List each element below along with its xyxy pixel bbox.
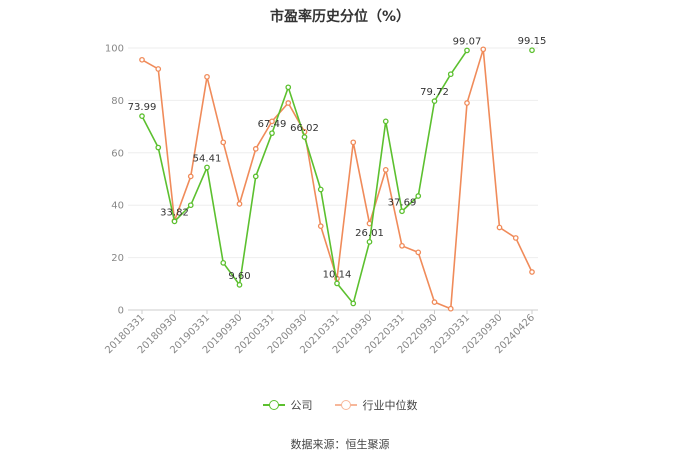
data-label: 79.72: [420, 87, 449, 98]
data-point-industry: [529, 269, 535, 275]
data-point-company: [415, 193, 422, 199]
legend-swatch-industry: [334, 400, 357, 410]
data-label: 73.99: [128, 102, 157, 113]
data-label: 9.60: [228, 271, 250, 282]
y-tick-label: 60: [111, 148, 124, 159]
data-point-industry: [512, 235, 519, 241]
y-tick-label: 100: [105, 44, 124, 55]
legend-item-company[interactable]: 公司: [262, 397, 313, 413]
data-point-company: [301, 134, 308, 140]
data-label: 37.69: [388, 197, 417, 208]
data-point-company: [187, 202, 194, 209]
data-label: 99.07: [453, 36, 482, 47]
data-label: 26.01: [355, 228, 384, 239]
data-point-company: [447, 71, 454, 78]
data-point-company: [236, 281, 243, 288]
data-point-company: [431, 98, 438, 104]
data-point-industry: [496, 224, 503, 231]
data-point-company: [155, 144, 162, 151]
chart-title: 市盈率历史分位（%）: [269, 9, 411, 25]
data-point-company: [317, 186, 324, 193]
data-point-industry: [431, 299, 438, 305]
data-point-industry: [220, 139, 227, 146]
data-point-industry: [382, 166, 389, 173]
y-tick-label: 40: [111, 201, 124, 212]
data-label: 67.49: [258, 119, 287, 130]
data-point-company: [366, 239, 373, 245]
data-point-industry: [155, 66, 162, 72]
data-point-company: [220, 259, 227, 266]
data-label: 54.41: [193, 153, 222, 164]
data-point-company: [139, 113, 145, 119]
data-point-industry: [252, 146, 259, 152]
data-point-industry: [187, 173, 194, 180]
data-point-company: [529, 47, 535, 54]
data-point-company: [382, 118, 389, 125]
data-point-industry: [399, 242, 405, 249]
data-point-industry: [317, 223, 324, 230]
legend-item-industry[interactable]: 行业中位数: [334, 397, 418, 413]
data-point-industry: [236, 201, 243, 207]
data-source: 数据来源：恒生聚源: [290, 438, 390, 451]
data-point-company: [334, 280, 340, 287]
data-point-company: [464, 47, 470, 54]
data-point-industry: [447, 305, 454, 312]
data-point-company: [269, 130, 275, 137]
legend-swatch-company: [262, 400, 285, 410]
data-point-industry: [269, 118, 275, 125]
data-point-industry: [204, 73, 210, 80]
data-point-company: [350, 300, 357, 307]
data-point-company: [285, 84, 292, 91]
legend-label-industry: 行业中位数: [362, 399, 418, 412]
legend: 公司 行业中位数: [0, 397, 680, 413]
data-point-company: [204, 164, 210, 171]
data-point-company: [399, 208, 405, 215]
data-point-company: [252, 173, 259, 180]
data-point-industry: [415, 249, 422, 256]
data-point-company: [171, 218, 178, 225]
data-point-industry: [285, 100, 292, 106]
data-label: 99.15: [518, 36, 547, 47]
data-label: 33.82: [160, 207, 189, 218]
y-tick-label: 20: [111, 253, 124, 264]
data-point-industry: [139, 56, 145, 63]
data-label: 10.14: [323, 269, 352, 280]
y-tick-label: 0: [118, 306, 124, 317]
data-point-industry: [464, 100, 470, 106]
data-point-industry: [350, 139, 357, 146]
legend-label-company: 公司: [290, 399, 313, 412]
y-tick-label: 80: [111, 96, 124, 107]
data-point-industry: [480, 46, 487, 53]
data-label: 66.02: [290, 123, 319, 134]
